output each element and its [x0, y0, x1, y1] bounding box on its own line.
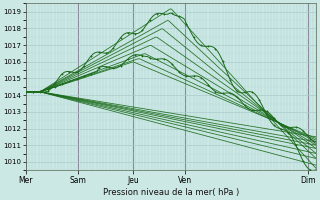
X-axis label: Pression niveau de la mer( hPa ): Pression niveau de la mer( hPa ): [103, 188, 239, 197]
